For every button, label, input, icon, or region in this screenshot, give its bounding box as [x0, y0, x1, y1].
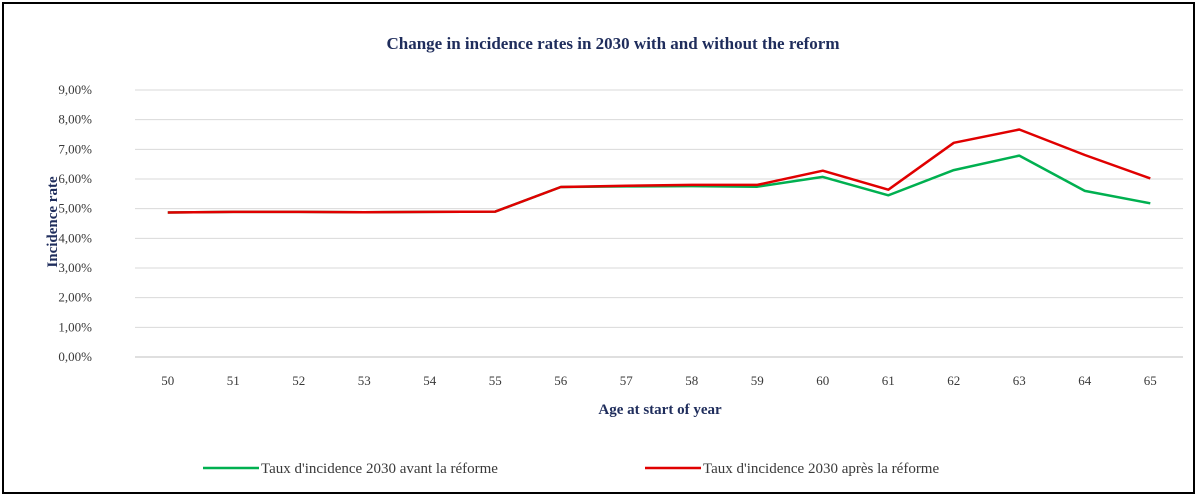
y-tick-label: 8,00% [58, 112, 92, 127]
x-tick-label: 54 [423, 373, 437, 388]
y-tick-label: 5,00% [58, 201, 92, 216]
y-tick-label: 4,00% [58, 230, 92, 245]
y-tick-label: 2,00% [58, 290, 92, 305]
y-tick-label: 9,00% [58, 82, 92, 97]
x-tick-label: 61 [882, 373, 895, 388]
y-axis-label: Incidence rate [45, 176, 61, 268]
series-line-1 [167, 154, 1151, 214]
gridlines [135, 89, 1183, 358]
x-tick-label: 55 [489, 373, 502, 388]
x-tick-label: 65 [1144, 373, 1157, 388]
y-axis-ticks: 0,00% 1,00% 2,00% 3,00% 4,00% 5,00% 6,00% 7,00%… [58, 82, 92, 364]
legend-label: Taux d'incidence 2030 avant la réforme [261, 461, 498, 477]
y-tick-label: 7,00% [58, 141, 92, 156]
x-axis-label: Age at start of year [598, 402, 722, 418]
x-tick-label: 52 [292, 373, 305, 388]
y-tick-label: 1,00% [58, 319, 92, 334]
y-tick-label: 0,00% [58, 349, 92, 364]
x-tick-label: 58 [685, 373, 698, 388]
chart-title: Change in incidence rates in 2030 with a… [386, 34, 839, 53]
x-tick-label: 53 [358, 373, 371, 388]
x-tick-label: 57 [620, 373, 634, 388]
x-tick-label: 62 [947, 373, 960, 388]
series-lines [167, 128, 1151, 214]
x-axis-ticks: 50 51 52 53 54 55 56 57 58 59 60 61 62 63 64 65 [161, 373, 1157, 388]
x-tick-label: 59 [751, 373, 764, 388]
x-tick-label: 51 [227, 373, 240, 388]
x-tick-label: 60 [816, 373, 829, 388]
x-tick-label: 56 [554, 373, 568, 388]
y-tick-label: 3,00% [58, 260, 92, 275]
x-tick-label: 63 [1013, 373, 1026, 388]
legend: Taux d'incidence 2030 avant la réforme Ta… [203, 461, 939, 477]
legend-label: Taux d'incidence 2030 après la réforme [703, 461, 939, 477]
x-tick-label: 50 [161, 373, 174, 388]
y-tick-label: 6,00% [58, 171, 92, 186]
series-line-2 [167, 128, 1151, 214]
x-tick-label: 64 [1078, 373, 1092, 388]
